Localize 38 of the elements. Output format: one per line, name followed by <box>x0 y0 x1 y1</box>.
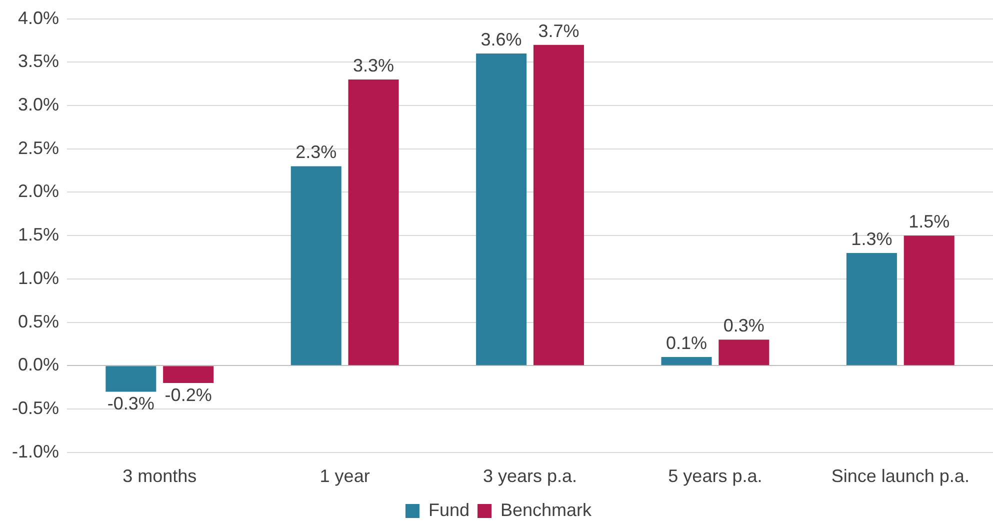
data-label: 2.3% <box>296 142 337 162</box>
y-tick-label: 0.5% <box>18 311 60 332</box>
x-tick-label: 1 year <box>320 466 370 486</box>
bar <box>290 166 342 366</box>
x-tick-label: 3 years p.a. <box>482 466 578 486</box>
bar <box>904 236 954 366</box>
legend-label: Benchmark <box>500 500 593 520</box>
bar <box>718 340 770 366</box>
y-tick-label: 2.0% <box>18 181 60 202</box>
legend-label: Fund <box>428 500 470 520</box>
bar <box>476 53 527 366</box>
y-tick-label: 1.5% <box>18 224 60 245</box>
x-tick-label: Since launch p.a. <box>831 466 970 486</box>
bar <box>533 44 584 366</box>
data-label: 3.6% <box>480 29 522 50</box>
data-label: 0.1% <box>666 332 708 353</box>
bar <box>661 357 712 366</box>
y-tick-label: 2.5% <box>18 138 60 158</box>
data-label: 0.3% <box>723 316 764 336</box>
y-tick-label: 4.0% <box>18 8 60 28</box>
data-label: 3.3% <box>353 55 394 76</box>
data-label: -0.3% <box>107 394 154 414</box>
data-label: 1.5% <box>908 212 950 232</box>
data-label: 1.3% <box>851 228 892 249</box>
bar <box>348 80 399 366</box>
y-tick-label: 1.0% <box>18 268 60 288</box>
data-label: -0.2% <box>164 384 212 405</box>
y-tick-label: 0.0% <box>18 354 60 375</box>
bar <box>106 366 156 392</box>
y-tick-label: 3.5% <box>18 51 60 72</box>
y-tick-label: -0.5% <box>12 398 60 418</box>
x-tick-label: 3 months <box>122 466 197 486</box>
x-tick-label: 5 years p.a. <box>668 466 762 486</box>
y-tick-label: -1.0% <box>12 441 60 462</box>
data-label: 3.7% <box>538 20 580 41</box>
y-tick-label: 3.0% <box>18 94 60 114</box>
bar <box>846 252 897 366</box>
bar <box>163 366 214 384</box>
